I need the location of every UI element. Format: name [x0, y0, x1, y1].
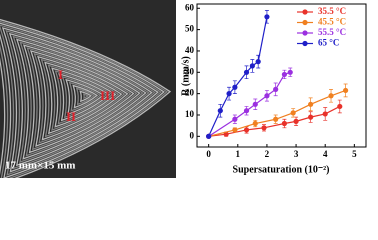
data-point — [243, 108, 250, 114]
fringe — [40, 58, 126, 138]
y-tick-label: 20 — [185, 88, 195, 98]
region-label: II — [66, 109, 76, 124]
legend-label: 45.5 °C — [318, 17, 346, 27]
fringe — [37, 55, 129, 141]
fringe — [12, 35, 150, 163]
x-tick-label: 3 — [294, 149, 299, 159]
data-point — [243, 69, 250, 75]
fringe — [0, 22, 165, 178]
data-point — [232, 84, 238, 90]
data-point — [232, 127, 238, 133]
fringe — [44, 61, 123, 135]
data-point — [249, 63, 255, 69]
fringe — [33, 52, 132, 144]
data-point — [264, 14, 270, 20]
data-point — [308, 101, 314, 107]
data-point — [264, 93, 270, 99]
x-tick-label: 0 — [206, 149, 211, 159]
fringe — [61, 75, 108, 119]
fringe — [75, 87, 96, 106]
fringe — [0, 20, 169, 178]
legend-label: 35.5 °C — [318, 6, 346, 16]
data-point — [343, 87, 349, 94]
data-point — [226, 91, 232, 97]
y-tick-label: 60 — [185, 2, 195, 12]
fringe — [8, 32, 153, 167]
data-point — [328, 93, 334, 99]
plot-frame — [196, 3, 367, 148]
data-point — [252, 120, 258, 127]
fringe — [82, 93, 89, 99]
y-tick-label: 0 — [190, 130, 195, 140]
fringe — [1, 27, 159, 173]
fringe — [54, 70, 114, 125]
data-point — [232, 116, 238, 122]
data-point — [273, 86, 279, 92]
fringe — [30, 50, 135, 147]
data-point — [243, 127, 250, 133]
fringe — [65, 78, 105, 115]
legend-label: 65 °C — [318, 38, 339, 48]
region-label: I — [58, 67, 63, 82]
x-tick-label: 2 — [265, 149, 270, 159]
data-point — [293, 118, 299, 124]
y-tick-label: 40 — [185, 45, 195, 55]
legend-marker — [302, 19, 308, 26]
legend-label: 55.5 °C — [318, 27, 346, 37]
x-tick-label: 1 — [236, 149, 241, 159]
y-tick-label: 10 — [185, 109, 195, 119]
fringe — [26, 47, 138, 151]
photo — [0, 0, 176, 178]
scale-label: 17 mm×15 mm — [5, 160, 75, 172]
series-line — [208, 89, 346, 137]
fringe — [0, 18, 172, 178]
fringe — [79, 90, 93, 103]
fringe — [58, 73, 111, 122]
fringe — [0, 24, 162, 176]
legend-marker — [302, 9, 308, 15]
x-tick-label: 5 — [352, 149, 357, 159]
data-point — [290, 110, 296, 116]
data-point — [252, 101, 258, 107]
data-point — [273, 116, 279, 122]
data-point — [322, 111, 328, 117]
data-point — [287, 69, 293, 75]
fringe — [19, 41, 144, 157]
x-axis-label: Supersaturation (10⁻²) — [233, 164, 330, 175]
data-point — [217, 108, 223, 114]
region-label: III — [100, 88, 115, 103]
data-point — [308, 114, 314, 120]
y-axis-label: R (mm/s) — [180, 56, 191, 96]
fringe — [47, 64, 120, 131]
data-point — [261, 125, 267, 131]
fringe — [5, 29, 156, 170]
x-tick-label: 4 — [323, 149, 328, 159]
fringe — [72, 84, 99, 109]
data-point — [206, 133, 212, 139]
fringe — [68, 81, 102, 112]
data-point — [337, 103, 343, 110]
legend-marker — [302, 30, 308, 36]
y-tick-label: 30 — [185, 66, 195, 76]
data-point — [255, 59, 261, 65]
fringe — [15, 38, 147, 160]
fringe — [51, 67, 117, 128]
figure: I II III 17 mm×15 mm R (mm/s) Supersatur… — [0, 0, 367, 178]
fringe — [22, 44, 141, 154]
data-point — [281, 71, 288, 78]
y-tick-label: 50 — [185, 24, 195, 34]
legend-marker — [302, 40, 308, 47]
data-point — [281, 120, 288, 127]
